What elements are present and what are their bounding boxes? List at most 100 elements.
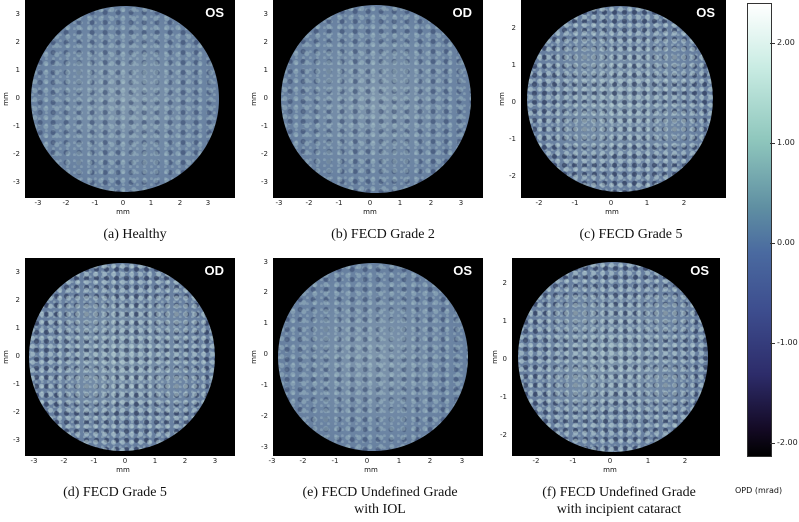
x-tick: -1 <box>91 199 99 207</box>
colorbar-tick-label: 0.00 <box>777 238 795 247</box>
y-tick: 1 <box>502 317 507 325</box>
y-tick: -3 <box>13 178 20 186</box>
x-tick: 1 <box>645 457 651 465</box>
x-tick: -3 <box>30 457 38 465</box>
y-tick: -1 <box>13 122 20 130</box>
x-tick: -3 <box>275 199 283 207</box>
caption-c: (c) FECD Grade 5 <box>511 226 751 243</box>
caption-a: (a) Healthy <box>15 226 255 243</box>
y-tick: 0 <box>502 355 507 363</box>
x-tick: 0 <box>608 199 614 207</box>
x-axis-label: mm <box>116 208 130 216</box>
caption-line: (e) FECD Undefined Grade <box>302 485 458 500</box>
panel-d: OD mm 3 2 1 0 -1 -2 -3 -3 -2 -1 0 1 2 3 … <box>0 258 240 474</box>
colorbar-tick-label: -2.00 <box>777 438 798 447</box>
cornea-disc <box>29 263 215 451</box>
y-tick: 2 <box>263 38 268 46</box>
colorbar-title: OPD (mrad) <box>735 486 783 495</box>
colorbar <box>747 3 772 457</box>
y-tick: 1 <box>263 319 268 327</box>
cornea-disc <box>518 262 708 452</box>
x-tick: 0 <box>364 457 370 465</box>
caption-f: (f) FECD Undefined Grade with incipient … <box>499 484 739 518</box>
x-tick: -2 <box>532 457 540 465</box>
x-tick: -2 <box>60 457 68 465</box>
x-tick: 1 <box>397 199 403 207</box>
x-tick: 1 <box>152 457 158 465</box>
y-tick: -2 <box>261 150 268 158</box>
eye-badge: OS <box>453 263 472 278</box>
colorbar-tick-label: 2.00 <box>777 38 795 47</box>
eye-badge: OS <box>690 263 709 278</box>
x-tick: -2 <box>62 199 70 207</box>
image-a: OS <box>25 0 235 198</box>
panel-f: OS mm 2 1 0 -1 -2 -2 -1 0 1 2 mm <box>491 258 736 474</box>
image-f: OS <box>512 258 720 456</box>
y-tick: -1 <box>261 381 268 389</box>
colorbar-tick-label: -1.00 <box>777 338 798 347</box>
colorbar-tick-mark <box>770 443 775 444</box>
x-tick: 2 <box>682 457 688 465</box>
y-tick: 0 <box>15 352 20 360</box>
eye-badge: OS <box>696 5 715 20</box>
y-tick: 2 <box>502 279 507 287</box>
image-c: OS <box>521 0 726 198</box>
y-tick: -1 <box>13 380 20 388</box>
eye-badge: OD <box>452 5 473 20</box>
panel-b: OD mm 3 2 1 0 -1 -2 -3 -3 -2 -1 0 1 2 3 … <box>248 0 488 216</box>
caption-line: (d) FECD Grade 5 <box>63 485 167 500</box>
y-tick: -2 <box>509 172 516 180</box>
x-tick: 3 <box>458 199 464 207</box>
y-tick: -3 <box>261 443 268 451</box>
caption-d: (d) FECD Grade 5 <box>0 484 235 501</box>
y-tick: -1 <box>509 135 516 143</box>
x-tick: 0 <box>120 199 126 207</box>
panel-c: OS mm 2 1 0 -1 -2 -2 -1 0 1 2 mm <box>496 0 736 216</box>
y-tick: -2 <box>500 431 507 439</box>
x-tick: 2 <box>428 199 434 207</box>
x-tick: 2 <box>182 457 188 465</box>
eye-badge: OD <box>204 263 225 278</box>
y-tick: 0 <box>263 350 268 358</box>
image-e: OS <box>273 258 483 456</box>
x-tick: 3 <box>459 457 465 465</box>
y-tick: 2 <box>15 38 20 46</box>
x-tick: 3 <box>205 199 211 207</box>
y-tick: 1 <box>15 324 20 332</box>
y-tick: -2 <box>13 408 20 416</box>
colorbar-tick-mark <box>770 43 775 44</box>
x-tick: -2 <box>535 199 543 207</box>
cornea-disc <box>527 6 713 192</box>
y-tick: 3 <box>263 10 268 18</box>
y-tick: 3 <box>15 10 20 18</box>
caption-b: (b) FECD Grade 2 <box>263 226 503 243</box>
x-axis-label: mm <box>363 208 377 216</box>
cornea-disc <box>278 263 468 451</box>
y-tick: 1 <box>263 66 268 74</box>
x-axis-label: mm <box>116 466 130 474</box>
x-tick: 0 <box>607 457 613 465</box>
y-tick: -1 <box>261 122 268 130</box>
x-axis-label: mm <box>364 466 378 474</box>
x-axis-label: mm <box>605 208 619 216</box>
y-tick: 2 <box>511 24 516 32</box>
y-tick: 1 <box>15 66 20 74</box>
x-tick: -1 <box>335 199 343 207</box>
y-tick: -3 <box>261 178 268 186</box>
y-tick: 0 <box>15 94 20 102</box>
x-tick: 1 <box>148 199 154 207</box>
colorbar-tick-mark <box>770 143 775 144</box>
y-tick: 1 <box>511 61 516 69</box>
colorbar-tick-mark <box>770 343 775 344</box>
x-tick: -2 <box>299 457 307 465</box>
x-axis-label: mm <box>603 466 617 474</box>
x-tick: -1 <box>331 457 339 465</box>
y-tick: -1 <box>500 393 507 401</box>
x-tick: -1 <box>571 199 579 207</box>
cornea-disc <box>31 6 219 192</box>
caption-line: with IOL <box>354 502 406 517</box>
y-tick: -2 <box>261 412 268 420</box>
caption-line: (c) FECD Grade 5 <box>579 227 683 242</box>
y-tick: 3 <box>263 258 268 266</box>
y-tick: 2 <box>15 296 20 304</box>
